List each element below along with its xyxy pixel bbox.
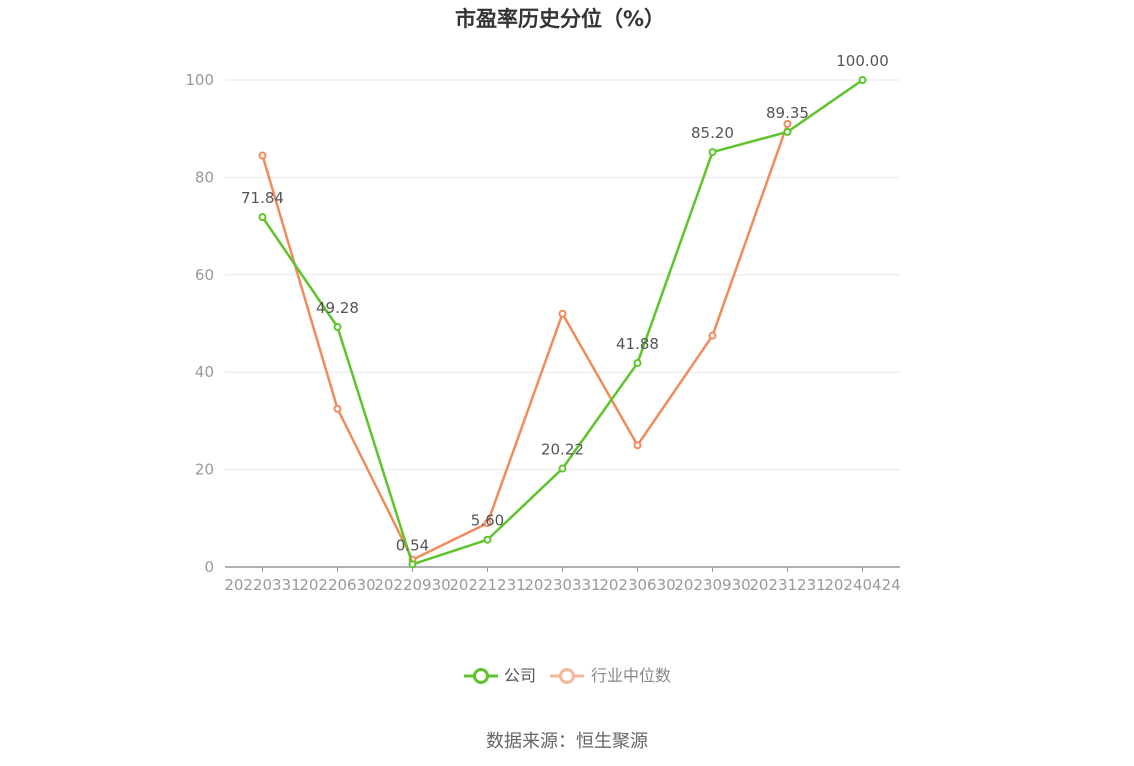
data-label-1: 49.28 xyxy=(316,299,359,317)
data-label-3: 5.60 xyxy=(471,512,504,530)
data-labels: 71.84 49.28 0.54 5.60 20.22 41.88 85.20 89.35 10… xyxy=(241,52,889,554)
y-tick-label: 40 xyxy=(195,363,214,381)
data-point-0-4[interactable] xyxy=(558,464,567,473)
legend-marker-industry xyxy=(559,668,575,684)
x-tick-label: 20231231 xyxy=(749,576,825,594)
data-point-0-1[interactable] xyxy=(333,323,342,332)
x-tick-label: 20221231 xyxy=(449,576,525,594)
data-label-8: 100.00 xyxy=(836,52,889,70)
legend[interactable]: 公司 行业中位数 xyxy=(464,666,671,685)
y-tick-label: 20 xyxy=(195,461,214,479)
data-point-1-3[interactable] xyxy=(483,519,492,528)
data-point-0-8[interactable] xyxy=(858,76,867,84)
data-point-0-2[interactable] xyxy=(408,560,417,569)
data-point-1-1[interactable] xyxy=(333,404,342,413)
series-line-1 xyxy=(261,123,789,561)
chart-title: 市盈率历史分位（%） xyxy=(455,7,665,31)
y-tick-label: 100 xyxy=(185,71,214,89)
data-point-0-3[interactable] xyxy=(483,535,492,544)
legend-marker-company xyxy=(473,668,489,684)
data-point-0-7[interactable] xyxy=(783,127,792,136)
legend-item-industry[interactable]: 行业中位数 xyxy=(550,666,671,685)
series-lines xyxy=(258,76,867,569)
data-point-0-0[interactable] xyxy=(258,213,267,222)
data-label-5: 41.88 xyxy=(616,335,659,353)
data-point-1-7[interactable] xyxy=(783,119,792,128)
x-tick-label: 20220331 xyxy=(224,576,300,594)
axes: 0 20 40 60 80 100 2022033120220630202209302022… xyxy=(185,71,900,594)
y-tick-label: 0 xyxy=(204,558,214,576)
series-line-0 xyxy=(261,78,864,566)
grid xyxy=(225,79,900,471)
legend-item-company[interactable]: 公司 xyxy=(464,666,536,685)
data-point-0-5[interactable] xyxy=(633,359,642,368)
data-label-6: 85.20 xyxy=(691,124,734,142)
x-tick-label: 20230331 xyxy=(524,576,600,594)
data-label-7: 89.35 xyxy=(766,104,809,122)
x-tick-label: 20230930 xyxy=(674,576,750,594)
data-label-0: 71.84 xyxy=(241,189,284,207)
legend-label-company: 公司 xyxy=(504,666,536,685)
data-label-4: 20.22 xyxy=(541,441,584,459)
data-point-1-4[interactable] xyxy=(558,309,567,318)
data-point-0-6[interactable] xyxy=(708,148,717,157)
legend-label-industry: 行业中位数 xyxy=(591,666,671,685)
y-tick-label: 60 xyxy=(195,266,214,284)
data-point-1-0[interactable] xyxy=(258,151,267,160)
data-point-1-6[interactable] xyxy=(708,331,717,340)
x-tick-label: 20220630 xyxy=(299,576,375,594)
y-tick-label: 80 xyxy=(195,168,214,186)
data-source: 数据来源：恒生聚源 xyxy=(486,731,648,752)
x-tick-label: 20230630 xyxy=(599,576,675,594)
x-tick-label: 20240424 xyxy=(824,576,900,594)
x-tick-label: 20220930 xyxy=(374,576,450,594)
data-point-1-5[interactable] xyxy=(633,441,642,450)
data-label-2: 0.54 xyxy=(396,536,429,554)
